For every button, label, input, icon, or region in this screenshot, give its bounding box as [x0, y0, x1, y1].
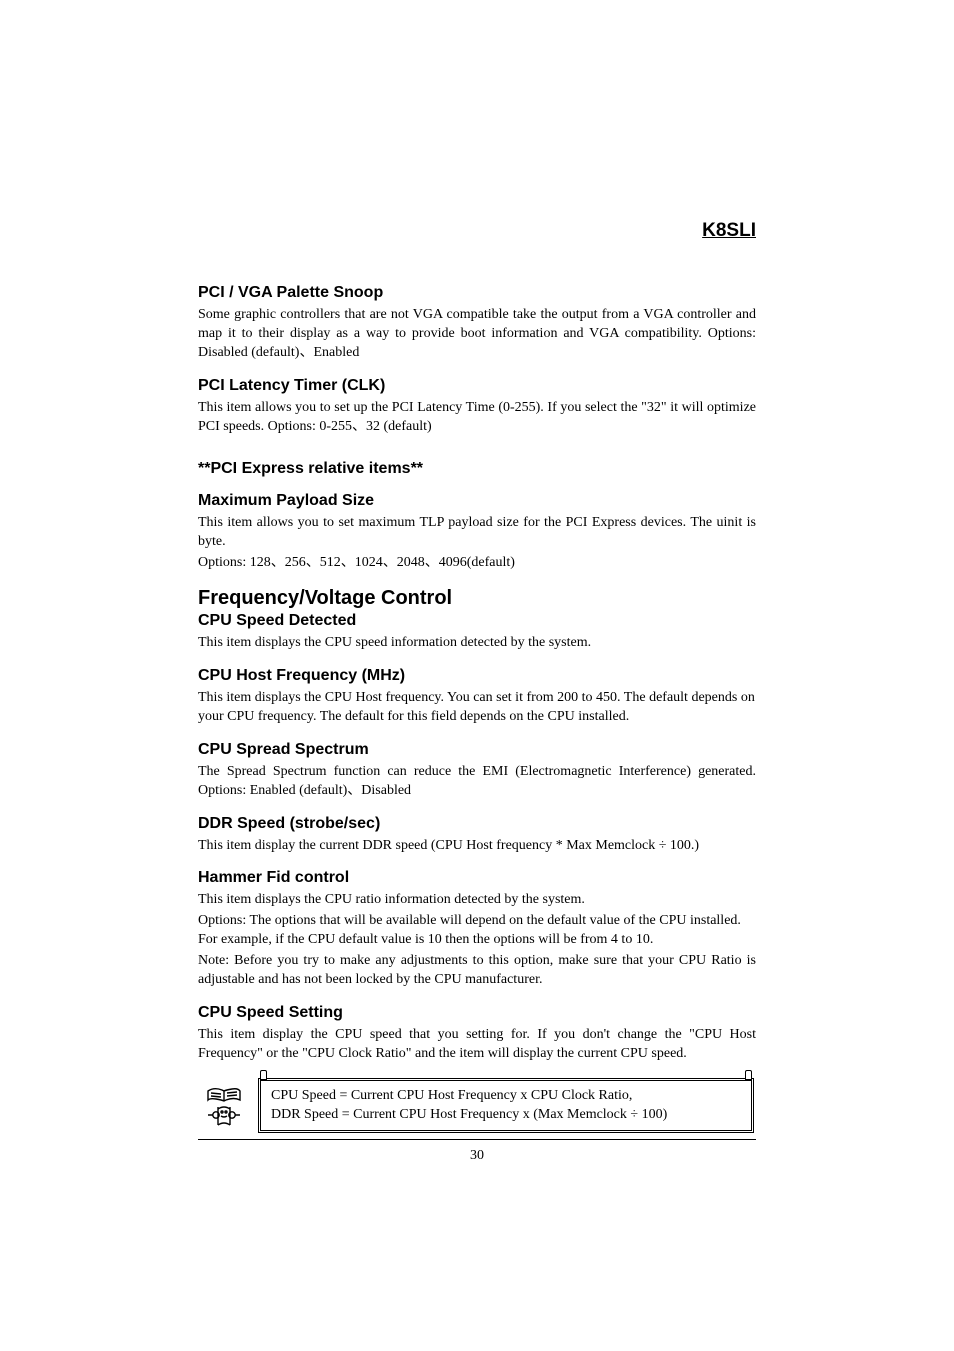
body-paragraph: This item displays the CPU speed informa…: [198, 634, 756, 653]
note-book-icon: [198, 1074, 256, 1138]
page-number: 30: [198, 1148, 756, 1164]
formula-line: DDR Speed = Current CPU Host Frequency x…: [271, 1106, 741, 1125]
body-paragraph: This item allows you to set up the PCI L…: [198, 399, 756, 437]
formula-line: CPU Speed = Current CPU Host Frequency x…: [271, 1087, 741, 1106]
section-heading: Hammer Fid control: [198, 869, 756, 887]
section-heading: CPU Speed Setting: [198, 1004, 756, 1022]
body-paragraph: This item allows you to set maximum TLP …: [198, 514, 756, 552]
body-paragraph: This item displays the CPU ratio informa…: [198, 891, 756, 910]
body-paragraph: This item display the CPU speed that you…: [198, 1026, 756, 1064]
formula-note-box-wrap: CPU Speed = Current CPU Host Frequency x…: [256, 1074, 756, 1138]
section-heading: CPU Spread Spectrum: [198, 741, 756, 759]
body-paragraph: Note: Before you try to make any adjustm…: [198, 952, 756, 990]
section-heading: CPU Host Frequency (MHz): [198, 667, 756, 685]
body-paragraph: This item displays the CPU Host frequenc…: [198, 689, 756, 727]
section-heading: **PCI Express relative items**: [198, 460, 756, 478]
body-paragraph: Some graphic controllers that are not VG…: [198, 306, 756, 363]
manual-page: K8SLI PCI / VGA Palette Snoop Some graphi…: [0, 0, 954, 1351]
formula-note-box: CPU Speed = Current CPU Host Frequency x…: [258, 1078, 754, 1134]
body-paragraph: This item display the current DDR speed …: [198, 837, 756, 856]
body-paragraph: The Spread Spectrum function can reduce …: [198, 763, 756, 801]
page-header-product: K8SLI: [198, 220, 756, 242]
content-sections: PCI / VGA Palette Snoop Some graphic cont…: [198, 284, 756, 1064]
body-paragraph: Options: 128、256、512、1024、2048、4096(defa…: [198, 554, 756, 573]
section-heading: CPU Speed Detected: [198, 612, 756, 630]
note-tab-decoration: [745, 1070, 752, 1080]
section-heading: PCI / VGA Palette Snoop: [198, 284, 756, 302]
section-heading: Frequency/Voltage Control: [198, 587, 756, 610]
note-tab-decoration: [260, 1070, 267, 1080]
section-heading: DDR Speed (strobe/sec): [198, 815, 756, 833]
formula-note-row: CPU Speed = Current CPU Host Frequency x…: [198, 1074, 756, 1141]
body-paragraph: Options: The options that will be availa…: [198, 912, 756, 950]
section-heading: PCI Latency Timer (CLK): [198, 377, 756, 395]
section-heading: Maximum Payload Size: [198, 492, 756, 510]
